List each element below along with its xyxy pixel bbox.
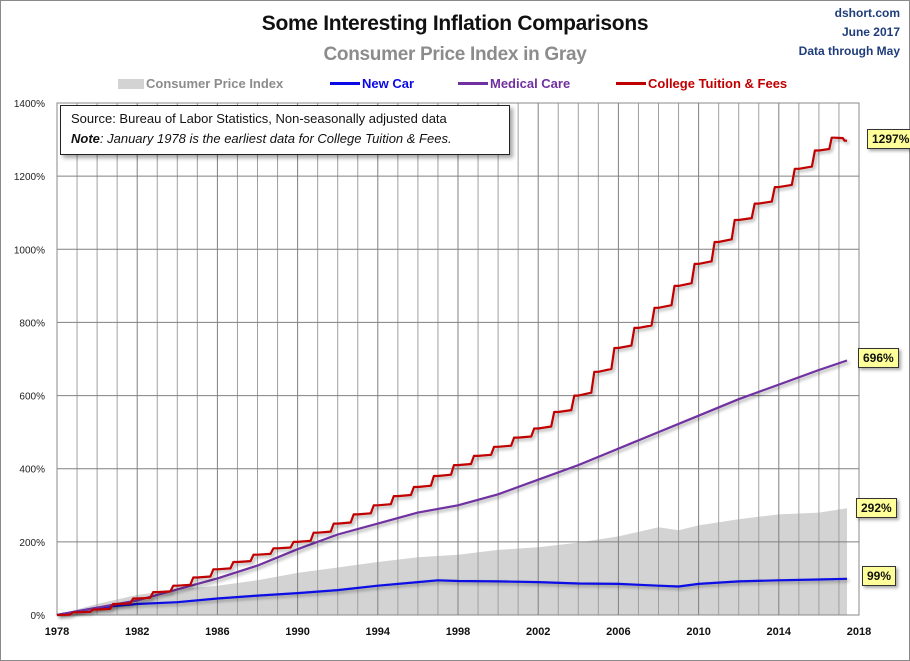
credit-block: dshort.com June 2017 Data through May (799, 4, 900, 61)
end-label-medical: 696% (858, 348, 899, 368)
end-label-new-car: 99% (862, 566, 897, 586)
legend-item-medical: Medical Care (458, 76, 570, 91)
chart-subtitle: Consumer Price Index in Gray (323, 44, 587, 65)
legend-swatch-college (616, 82, 646, 85)
legend-label-cpi: Consumer Price Index (146, 76, 284, 91)
y-tick-label: 600% (19, 392, 45, 403)
end-label-college: 1297% (867, 129, 910, 149)
new-car-line (56, 577, 848, 617)
legend: Consumer Price Index New Car Medical Car… (0, 76, 910, 92)
note-text: : January 1978 is the earliest data for … (99, 131, 452, 146)
y-tick-label: 1400% (14, 99, 45, 110)
legend-swatch-new-car (330, 82, 360, 85)
legend-label-college: College Tuition & Fees (648, 76, 788, 91)
grid-layer (56, 102, 860, 616)
y-tick-label: 400% (19, 465, 45, 476)
line-layer (56, 136, 848, 617)
x-tick-label: 1994 (366, 626, 391, 638)
x-tick-label: 1982 (125, 626, 149, 638)
x-tick-label: 2014 (767, 626, 792, 638)
legend-item-new-car: New Car (330, 76, 414, 91)
x-tick-label: 2006 (606, 626, 630, 638)
legend-swatch-cpi (118, 78, 144, 89)
y-tick-label: 1000% (14, 245, 45, 256)
axis-layer: 0% 200% 400% 600% 800% 1000% 1200% 1400% 1978 198… (14, 99, 871, 638)
cpi-area-layer (57, 508, 847, 615)
end-label-cpi: 292% (856, 498, 897, 518)
x-tick-label: 2010 (686, 626, 710, 638)
legend-label-medical: Medical Care (490, 76, 571, 91)
college-tuition-line (56, 136, 847, 617)
credit-data-through: Data through May (798, 44, 900, 58)
legend-item-college: College Tuition & Fees (616, 76, 787, 91)
legend-item-cpi: Consumer Price Index (118, 76, 283, 91)
legend-label-new-car: New Car (362, 76, 415, 91)
credit-date: June 2017 (841, 25, 900, 39)
legend-swatch-medical (458, 82, 488, 85)
cpi-area (57, 508, 847, 615)
x-tick-label: 2018 (847, 626, 871, 638)
source-note-box: Source: Bureau of Labor Statistics, Non-… (60, 105, 510, 155)
source-text: Source: Bureau of Labor Statistics, Non-… (71, 111, 447, 126)
y-tick-label: 200% (19, 538, 45, 549)
x-tick-label: 1978 (45, 626, 69, 638)
chart-title: Some Interesting Inflation Comparisons (261, 12, 649, 35)
y-tick-label: 800% (19, 318, 45, 329)
x-tick-label: 1986 (205, 626, 229, 638)
x-tick-label: 1998 (446, 626, 470, 638)
y-tick-label: 0% (31, 611, 46, 622)
x-tick-label: 1990 (285, 626, 309, 638)
y-tick-label: 1200% (14, 172, 45, 183)
credit-site: dshort.com (834, 6, 900, 20)
x-tick-label: 2002 (526, 626, 550, 638)
note-line: Note: January 1978 is the earliest data … (71, 129, 499, 149)
note-label: Note (71, 131, 100, 146)
